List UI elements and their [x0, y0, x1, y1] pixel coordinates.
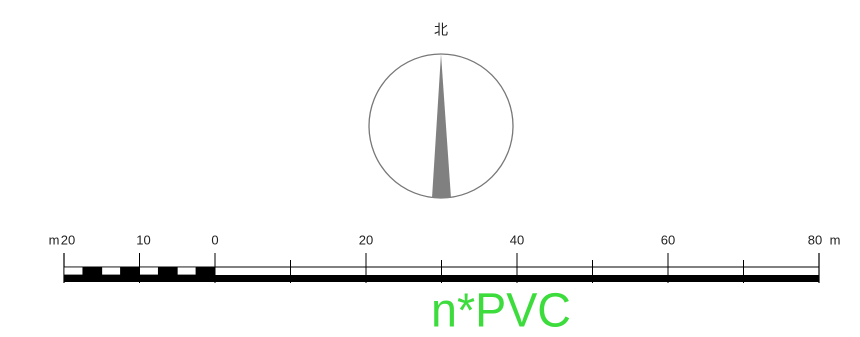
scale-block: [120, 266, 140, 276]
scale-label: 20: [359, 232, 373, 247]
scale-block: [176, 266, 197, 276]
scale-label: 20: [61, 232, 75, 247]
scale-block: [157, 266, 178, 276]
scale-label: 10: [136, 232, 150, 247]
annotation: n*PVC: [431, 285, 571, 337]
scale-bar: 20 10 0 20 40 60 80 m m: [49, 232, 841, 283]
scale-block: [195, 266, 216, 276]
north-label: 北: [434, 22, 448, 38]
scale-label: 40: [510, 232, 524, 247]
scale-block: [139, 266, 159, 276]
north-needle: [432, 54, 451, 198]
scale-unit: m: [49, 232, 60, 247]
scale-block: [63, 266, 84, 276]
scale-block: [101, 266, 122, 276]
scale-block: [82, 266, 103, 276]
scale-label: 60: [661, 232, 675, 247]
scale-label: 0: [211, 232, 218, 247]
north-arrow: 北: [368, 22, 514, 199]
scale-unit: m: [830, 232, 841, 247]
scale-label: 80: [808, 232, 822, 247]
